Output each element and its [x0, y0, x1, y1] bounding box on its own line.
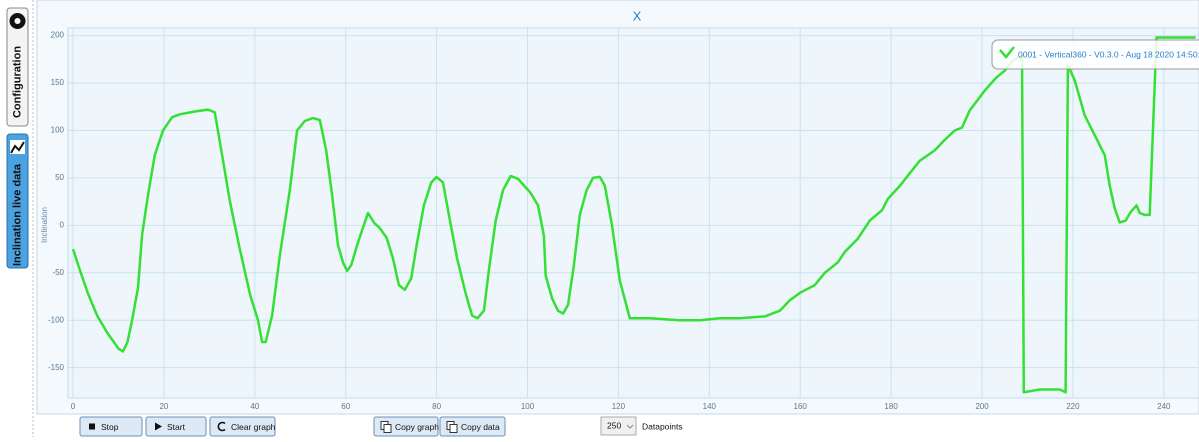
x-tick-label: 100 [521, 402, 535, 411]
datapoints-dropdown[interactable]: 250 [600, 416, 637, 436]
copy-icon [449, 424, 458, 433]
toolbar-button[interactable]: Copy data [439, 416, 506, 437]
legend-swatch [999, 46, 1015, 59]
data-line [71, 36, 1196, 394]
datapoints-label: Datapoints [642, 421, 683, 431]
y-tick-label: 50 [55, 173, 64, 182]
x-tick-label: 240 [1157, 402, 1171, 411]
tab-label: Inclination live data [11, 163, 23, 266]
x-tick-label: 20 [159, 402, 168, 411]
x-tick-label: 120 [612, 402, 626, 411]
x-tick-label: 60 [341, 402, 350, 411]
x-tick-label: 80 [432, 402, 441, 411]
stop-icon [89, 423, 95, 430]
toolbar-button[interactable]: Copy graph [373, 416, 439, 437]
x-tick-label: 40 [250, 402, 259, 411]
button-frame [209, 416, 276, 437]
toolbar-button[interactable]: Clear graph [209, 416, 276, 437]
x-tick-label: 220 [1066, 402, 1080, 411]
x-tick-label: 200 [975, 402, 989, 411]
y-tick-label: -150 [48, 363, 65, 372]
legend-box [991, 39, 1199, 70]
copy-icon [383, 424, 392, 433]
y-tick-label: 150 [51, 78, 65, 87]
toolbar-button[interactable]: Start [145, 416, 207, 437]
toolbar: Stop Start Clear graph Copy graph Copy data 2… [79, 416, 683, 437]
tab-label: Configuration [11, 46, 23, 118]
dropdown-arrow [626, 424, 634, 429]
y-tick-label: 0 [60, 220, 65, 229]
inclination-tab[interactable]: Inclination live data [6, 133, 29, 269]
plot: -150 -100 -50 0 50 100 150 200 0 20 40 60 80 100 120 14… [48, 28, 1199, 411]
button-frame [79, 416, 143, 437]
y-tick-label: 200 [51, 31, 65, 40]
chart-title: X [633, 8, 642, 23]
button-frame [145, 416, 207, 437]
legend-label: 0001 - Vertical360 - V0.3.0 - Aug 18 202… [1018, 49, 1199, 59]
legend: 0001 - Vertical360 - V0.3.0 - Aug 18 202… [991, 39, 1199, 70]
gear-hole [14, 18, 21, 24]
button-label: Start [167, 422, 186, 432]
x-tick-label: 180 [884, 402, 898, 411]
play-icon [155, 422, 162, 431]
plot-area [67, 27, 1199, 399]
y-tick-label: -50 [52, 268, 64, 277]
tab-frame [6, 7, 29, 127]
y-tick-label: 100 [51, 126, 65, 135]
dropdown-frame [600, 416, 637, 436]
refresh-icon [217, 421, 226, 432]
chart-icon-bg [10, 140, 25, 154]
dropdown-value: 250 [607, 420, 621, 430]
configuration-tab[interactable]: Configuration [6, 7, 29, 127]
tab-frame [6, 133, 29, 269]
chart-icon [10, 141, 25, 154]
x-tick-label: 140 [703, 402, 717, 411]
button-label: Copy data [461, 422, 500, 432]
x-tick-label: 0 [71, 402, 76, 411]
button-label: Stop [101, 422, 119, 432]
y-tick-label: -100 [48, 315, 65, 324]
button-label: Clear graph [231, 422, 276, 432]
toolbar-button[interactable]: Stop [79, 416, 143, 437]
button-label: Copy graph [395, 422, 439, 432]
x-tick-label: 160 [794, 402, 808, 411]
y-axis-label: Inclination [40, 207, 49, 243]
